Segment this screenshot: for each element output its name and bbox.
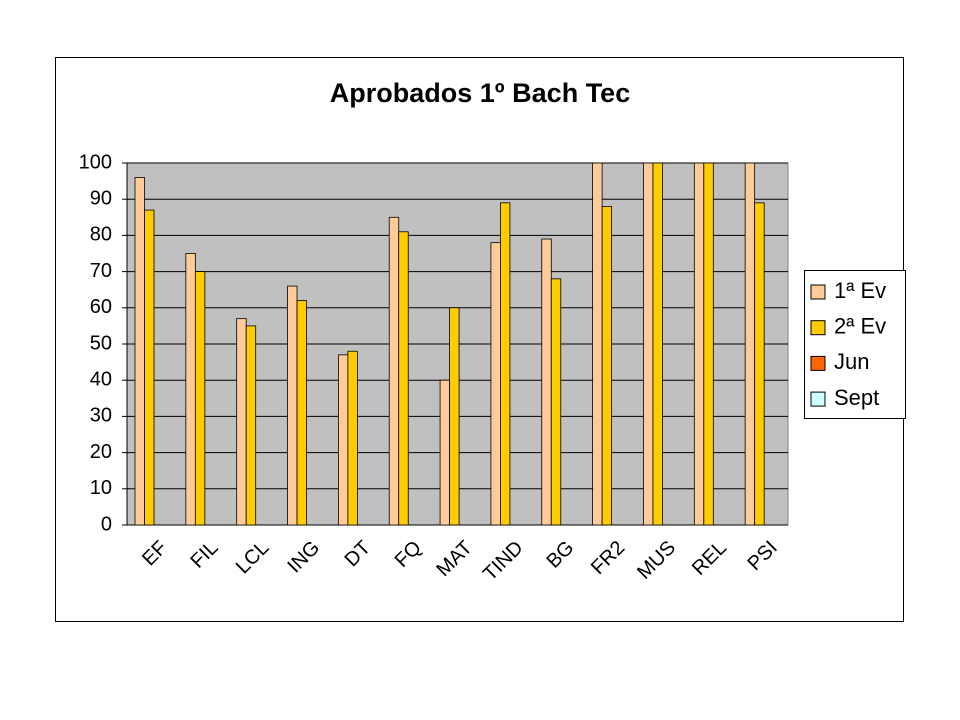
y-tick-label: 40 xyxy=(90,368,112,390)
bar xyxy=(744,162,756,526)
bar xyxy=(287,285,298,526)
bar xyxy=(490,242,501,526)
y-tick-label: 30 xyxy=(90,405,112,427)
bar xyxy=(144,209,155,526)
y-tick-label: 10 xyxy=(90,477,112,499)
bar xyxy=(296,300,307,526)
bar xyxy=(388,216,400,526)
y-tick-label: 20 xyxy=(90,441,112,463)
legend-swatch xyxy=(810,320,826,336)
bar xyxy=(601,206,613,526)
bar xyxy=(236,318,247,526)
legend-label: 2ª Ev xyxy=(834,314,886,339)
y-tick-label: 50 xyxy=(90,332,112,354)
legend-label: Sept xyxy=(834,385,879,410)
bar xyxy=(550,278,562,526)
y-tick-label: 100 xyxy=(79,151,112,173)
bar xyxy=(337,354,349,526)
bar xyxy=(449,307,460,526)
bar xyxy=(693,162,705,526)
bar xyxy=(439,379,450,526)
bar xyxy=(347,350,358,526)
bar xyxy=(194,271,206,526)
bar xyxy=(500,202,511,526)
y-tick-label: 60 xyxy=(90,296,112,318)
bar xyxy=(643,162,654,526)
bar xyxy=(703,162,714,526)
bar xyxy=(185,253,196,526)
legend-label: 1ª Ev xyxy=(834,278,886,303)
y-tick-label: 80 xyxy=(90,224,112,246)
bar xyxy=(134,177,145,526)
bar xyxy=(541,238,552,526)
legend-swatch xyxy=(810,355,826,371)
legend-label: Jun xyxy=(834,349,869,374)
bar xyxy=(398,231,409,526)
legend-swatch xyxy=(810,284,826,300)
y-tick-label: 0 xyxy=(101,513,112,535)
bar xyxy=(245,325,257,526)
legend-swatch xyxy=(810,391,826,407)
y-tick-label: 70 xyxy=(90,260,112,282)
chart-title: Aprobados 1º Bach Tec xyxy=(330,78,630,108)
bar xyxy=(652,162,663,526)
bar xyxy=(754,202,765,526)
bar xyxy=(592,162,603,526)
y-tick-label: 90 xyxy=(90,187,112,209)
